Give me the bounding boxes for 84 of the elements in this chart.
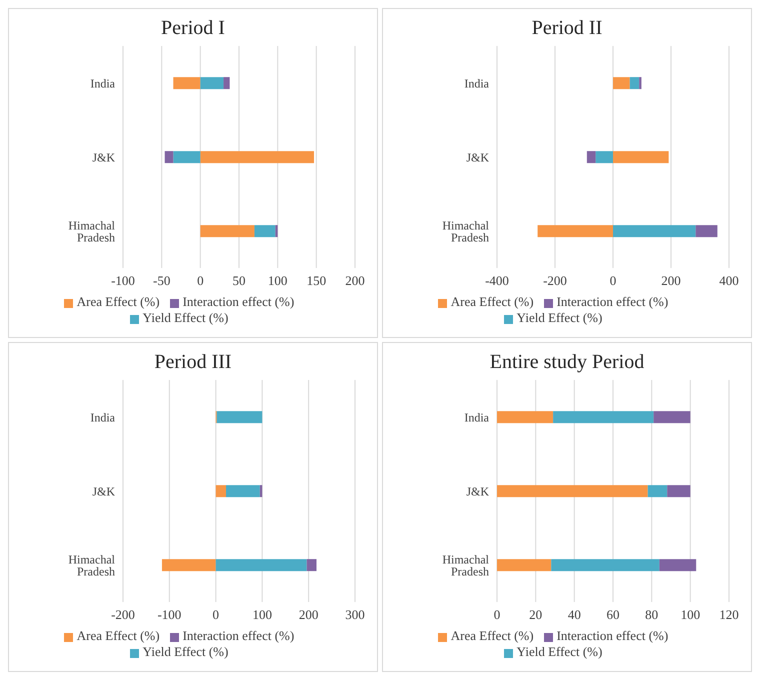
bar xyxy=(659,559,696,572)
legend-label: Area Effect (%) xyxy=(76,628,160,643)
x-tick-label: 40 xyxy=(568,607,581,622)
x-tick-label: 200 xyxy=(298,607,318,622)
x-tick-label: 80 xyxy=(645,607,658,622)
bar xyxy=(613,225,696,238)
bar xyxy=(216,559,307,572)
bar xyxy=(216,411,262,424)
bar xyxy=(696,225,718,238)
chart-title: Period I xyxy=(160,17,226,40)
bar xyxy=(162,559,216,572)
chart-title: Period II xyxy=(530,17,604,40)
x-tick-label: -200 xyxy=(111,607,135,622)
legend-label: Area Effect (%) xyxy=(450,628,534,643)
legend-label: Area Effect (%) xyxy=(76,294,160,309)
y-tick-label: J&K xyxy=(466,150,490,164)
legend-label: Area Effect (%) xyxy=(450,294,534,309)
legend-label: Yield Effect (%) xyxy=(516,644,602,659)
legend-label: Interaction effect (%) xyxy=(556,628,668,643)
x-tick-label: 400 xyxy=(719,273,739,288)
bar xyxy=(553,411,654,424)
bar xyxy=(164,151,174,164)
bar xyxy=(173,151,200,164)
legend-label: Interaction effect (%) xyxy=(556,294,668,309)
x-tick-label: -200 xyxy=(543,273,567,288)
bar xyxy=(200,77,224,90)
bar xyxy=(200,225,254,238)
x-tick-label: 20 xyxy=(529,607,542,622)
x-tick-label: 0 xyxy=(494,607,500,622)
y-tick-label: Himachal Pradesh xyxy=(68,218,116,244)
bar xyxy=(630,77,640,90)
x-tick-label: -400 xyxy=(485,273,509,288)
x-tick-label: 0 xyxy=(197,273,204,288)
bar xyxy=(667,485,690,498)
x-tick-label: -100 xyxy=(157,607,182,622)
x-tick-label: 100 xyxy=(680,607,700,622)
legend-label: Yield Effect (%) xyxy=(516,310,602,325)
y-tick-label: J&K xyxy=(466,484,490,498)
x-tick-label: 120 xyxy=(719,607,739,622)
bar xyxy=(306,559,316,572)
bar xyxy=(538,225,613,238)
bar xyxy=(648,485,668,498)
bar xyxy=(497,559,552,572)
y-tick-label: J&K xyxy=(92,150,116,164)
x-tick-label: 0 xyxy=(212,607,220,622)
bar xyxy=(497,411,554,424)
y-tick-label: India xyxy=(90,76,116,90)
legend-label: Interaction effect (%) xyxy=(182,628,294,643)
x-tick-label: 100 xyxy=(252,607,272,622)
x-tick-label: 60 xyxy=(606,607,620,622)
y-tick-label: J&K xyxy=(92,484,116,498)
legend-label: Yield Effect (%) xyxy=(142,644,228,659)
y-tick-label: India xyxy=(464,76,490,90)
y-tick-label: India xyxy=(90,410,116,424)
bar xyxy=(551,559,660,572)
bar xyxy=(226,485,260,498)
bar xyxy=(173,77,200,90)
x-tick-label: -100 xyxy=(111,273,135,288)
y-tick-label: Himachal Pradesh xyxy=(68,552,116,578)
chart-title: Period III xyxy=(153,351,233,374)
x-tick-label: 200 xyxy=(661,273,681,288)
x-tick-label: 0 xyxy=(610,273,616,288)
bar xyxy=(596,151,613,164)
x-tick-label: 200 xyxy=(345,273,365,288)
bar xyxy=(497,485,648,498)
x-tick-label: -50 xyxy=(152,273,170,288)
y-tick-label: India xyxy=(464,410,490,424)
bar xyxy=(654,411,690,424)
x-tick-label: 300 xyxy=(345,607,365,622)
x-tick-label: 100 xyxy=(268,273,288,288)
bar xyxy=(586,151,596,164)
legend-label: Yield Effect (%) xyxy=(142,310,228,325)
y-tick-label: Himachal Pradesh xyxy=(442,218,490,244)
bar xyxy=(224,77,230,90)
bar xyxy=(216,485,226,498)
y-tick-label: Himachal Pradesh xyxy=(442,552,490,578)
bar xyxy=(200,151,314,164)
x-tick-label: 150 xyxy=(306,273,326,288)
chart-title: Entire study Period xyxy=(488,351,646,374)
x-tick-label: 50 xyxy=(232,273,246,288)
bar xyxy=(254,225,276,238)
legend-label: Interaction effect (%) xyxy=(182,294,294,309)
bar xyxy=(613,77,630,90)
bar xyxy=(613,151,669,164)
